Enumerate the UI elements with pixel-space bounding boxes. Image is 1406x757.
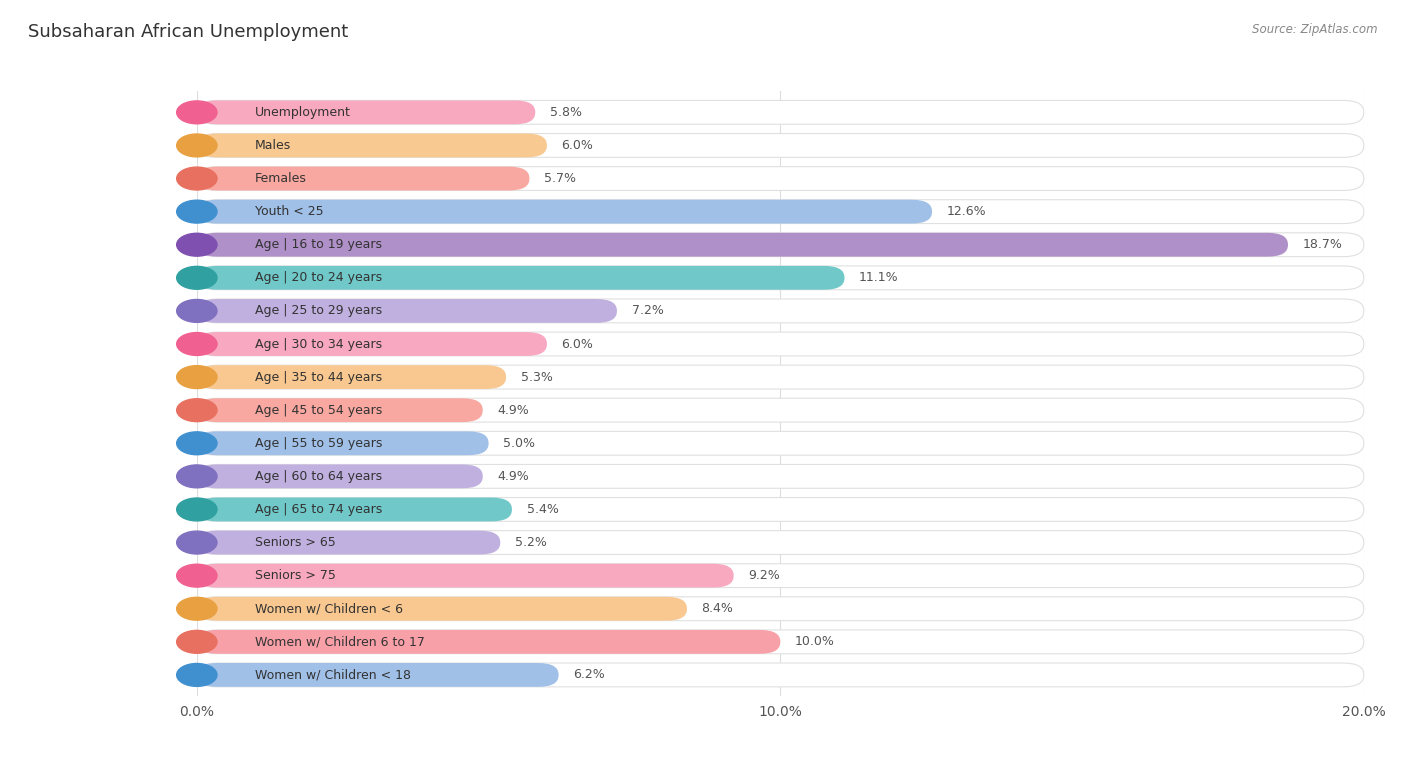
- Text: Women w/ Children 6 to 17: Women w/ Children 6 to 17: [256, 635, 425, 648]
- FancyBboxPatch shape: [197, 398, 482, 422]
- Circle shape: [177, 101, 217, 124]
- Text: Age | 55 to 59 years: Age | 55 to 59 years: [256, 437, 382, 450]
- Text: Females: Females: [256, 172, 307, 185]
- Text: 7.2%: 7.2%: [631, 304, 664, 317]
- Text: Women w/ Children < 18: Women w/ Children < 18: [256, 668, 411, 681]
- Circle shape: [177, 366, 217, 388]
- FancyBboxPatch shape: [197, 431, 489, 455]
- Circle shape: [177, 399, 217, 422]
- FancyBboxPatch shape: [197, 365, 506, 389]
- Circle shape: [177, 266, 217, 289]
- Text: 12.6%: 12.6%: [946, 205, 986, 218]
- Text: Males: Males: [256, 139, 291, 152]
- Text: Age | 65 to 74 years: Age | 65 to 74 years: [256, 503, 382, 516]
- Text: Source: ZipAtlas.com: Source: ZipAtlas.com: [1253, 23, 1378, 36]
- Text: 18.7%: 18.7%: [1302, 238, 1343, 251]
- Text: 5.4%: 5.4%: [526, 503, 558, 516]
- Circle shape: [177, 465, 217, 488]
- Text: 5.3%: 5.3%: [520, 371, 553, 384]
- FancyBboxPatch shape: [197, 332, 547, 356]
- Text: 6.0%: 6.0%: [561, 139, 593, 152]
- FancyBboxPatch shape: [197, 630, 1364, 654]
- Circle shape: [177, 431, 217, 455]
- FancyBboxPatch shape: [197, 266, 845, 290]
- Text: Subsaharan African Unemployment: Subsaharan African Unemployment: [28, 23, 349, 41]
- Text: Age | 30 to 34 years: Age | 30 to 34 years: [256, 338, 382, 350]
- FancyBboxPatch shape: [197, 531, 1364, 554]
- Text: 5.8%: 5.8%: [550, 106, 582, 119]
- FancyBboxPatch shape: [197, 663, 558, 687]
- FancyBboxPatch shape: [197, 564, 1364, 587]
- FancyBboxPatch shape: [197, 200, 1364, 223]
- FancyBboxPatch shape: [197, 332, 1364, 356]
- Text: 4.9%: 4.9%: [498, 470, 529, 483]
- Text: Women w/ Children < 6: Women w/ Children < 6: [256, 603, 404, 615]
- FancyBboxPatch shape: [197, 531, 501, 554]
- Text: 6.0%: 6.0%: [561, 338, 593, 350]
- FancyBboxPatch shape: [197, 101, 1364, 124]
- FancyBboxPatch shape: [197, 233, 1288, 257]
- FancyBboxPatch shape: [197, 497, 512, 522]
- FancyBboxPatch shape: [197, 299, 617, 322]
- Text: 5.2%: 5.2%: [515, 536, 547, 549]
- FancyBboxPatch shape: [197, 299, 1364, 322]
- Text: 6.2%: 6.2%: [574, 668, 605, 681]
- Text: Unemployment: Unemployment: [256, 106, 352, 119]
- Text: 5.7%: 5.7%: [544, 172, 576, 185]
- FancyBboxPatch shape: [197, 167, 1364, 191]
- Text: Youth < 25: Youth < 25: [256, 205, 323, 218]
- Circle shape: [177, 631, 217, 653]
- Text: Seniors > 65: Seniors > 65: [256, 536, 336, 549]
- FancyBboxPatch shape: [197, 465, 1364, 488]
- FancyBboxPatch shape: [197, 133, 547, 157]
- Text: Age | 35 to 44 years: Age | 35 to 44 years: [256, 371, 382, 384]
- Text: 9.2%: 9.2%: [748, 569, 780, 582]
- Circle shape: [177, 564, 217, 587]
- FancyBboxPatch shape: [197, 564, 734, 587]
- FancyBboxPatch shape: [197, 497, 1364, 522]
- FancyBboxPatch shape: [197, 266, 1364, 290]
- FancyBboxPatch shape: [197, 101, 536, 124]
- Text: 4.9%: 4.9%: [498, 403, 529, 416]
- Circle shape: [177, 531, 217, 554]
- FancyBboxPatch shape: [197, 630, 780, 654]
- Circle shape: [177, 498, 217, 521]
- FancyBboxPatch shape: [197, 431, 1364, 455]
- Circle shape: [177, 663, 217, 687]
- FancyBboxPatch shape: [197, 465, 482, 488]
- FancyBboxPatch shape: [197, 133, 1364, 157]
- Circle shape: [177, 300, 217, 322]
- Text: Age | 45 to 54 years: Age | 45 to 54 years: [256, 403, 382, 416]
- Text: 11.1%: 11.1%: [859, 271, 898, 285]
- Circle shape: [177, 167, 217, 190]
- Text: Age | 16 to 19 years: Age | 16 to 19 years: [256, 238, 382, 251]
- FancyBboxPatch shape: [197, 233, 1364, 257]
- FancyBboxPatch shape: [197, 597, 1364, 621]
- FancyBboxPatch shape: [197, 167, 530, 191]
- FancyBboxPatch shape: [197, 200, 932, 223]
- Text: 5.0%: 5.0%: [503, 437, 536, 450]
- Text: 8.4%: 8.4%: [702, 603, 734, 615]
- FancyBboxPatch shape: [197, 398, 1364, 422]
- Circle shape: [177, 332, 217, 356]
- FancyBboxPatch shape: [197, 597, 688, 621]
- Circle shape: [177, 134, 217, 157]
- Text: 10.0%: 10.0%: [794, 635, 835, 648]
- FancyBboxPatch shape: [197, 365, 1364, 389]
- Circle shape: [177, 233, 217, 256]
- Text: Age | 20 to 24 years: Age | 20 to 24 years: [256, 271, 382, 285]
- Text: Seniors > 75: Seniors > 75: [256, 569, 336, 582]
- Text: Age | 60 to 64 years: Age | 60 to 64 years: [256, 470, 382, 483]
- Circle shape: [177, 597, 217, 620]
- Text: Age | 25 to 29 years: Age | 25 to 29 years: [256, 304, 382, 317]
- Circle shape: [177, 200, 217, 223]
- FancyBboxPatch shape: [197, 663, 1364, 687]
